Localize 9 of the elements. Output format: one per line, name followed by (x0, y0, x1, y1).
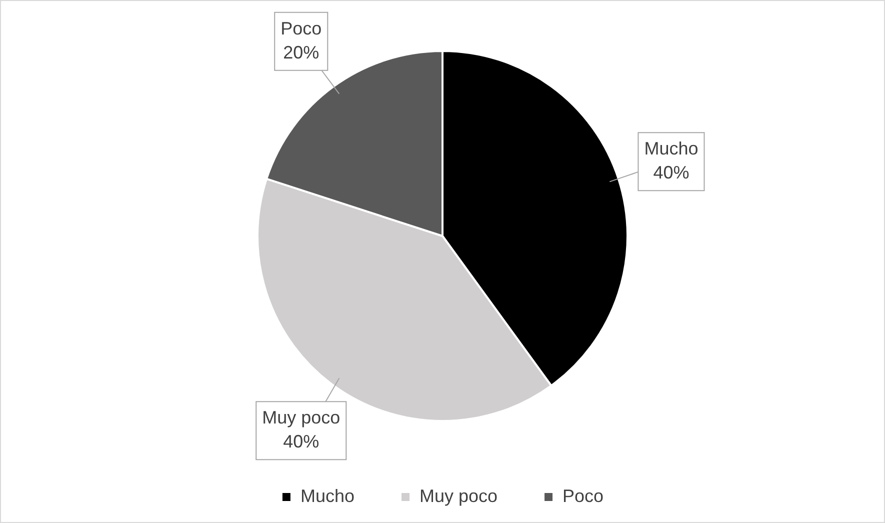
legend-label: Poco (562, 486, 604, 506)
slice-label: Muy poco (262, 408, 340, 428)
data-label: 20% (283, 42, 320, 62)
legend-label: Mucho (300, 486, 354, 506)
data-label: 40% (283, 432, 320, 452)
slice-label: Poco (280, 18, 322, 38)
slice-label: Mucho (644, 138, 698, 159)
data-label: 40% (653, 162, 690, 183)
legend-label: Muy poco (419, 486, 498, 506)
